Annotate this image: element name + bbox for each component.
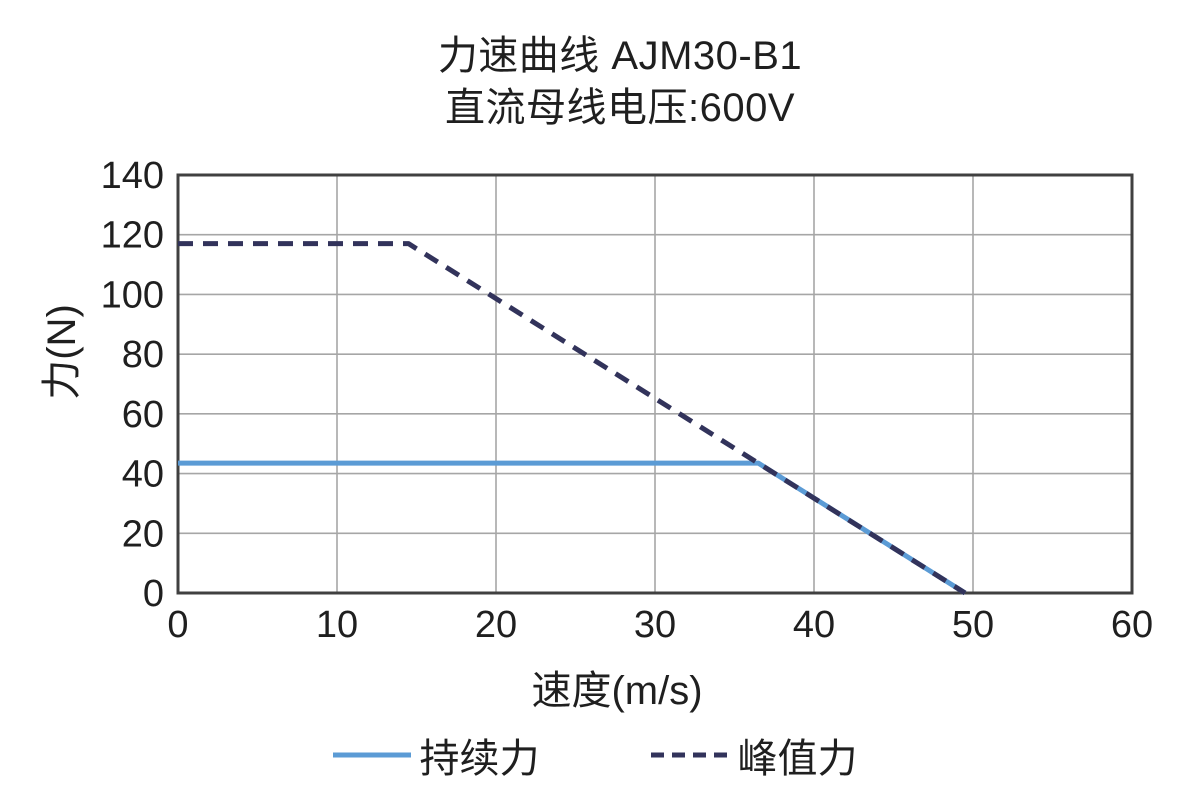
legend-label-continuous-force: 持续力 [419,737,540,781]
y-tick-label: 80 [122,334,164,376]
chart-legend: 持续力 峰值力 [0,726,1189,784]
series-line-peak-force [178,241,967,596]
peak-force-line-swatch [650,752,729,758]
y-tick-label: 40 [122,454,164,496]
y-tick-label: 0 [143,573,164,615]
x-tick-label: 50 [952,604,994,646]
x-tick-label: 60 [1111,604,1153,646]
x-tick-label: 30 [634,604,676,646]
plot-border [176,173,1134,595]
series-line-continuous-force [178,460,967,596]
legend-item-peak-force: 峰值力 [650,726,858,784]
x-tick-label: 0 [167,604,188,646]
x-tick-label: 40 [793,604,835,646]
y-tick-label: 20 [122,513,164,555]
legend-label-peak-force: 峰值力 [737,737,858,781]
x-axis-title: 速度(m/s) [531,669,703,713]
continuous-force-line-swatch [332,752,411,758]
legend-item-continuous-force: 持续力 [332,726,540,784]
y-tick-label: 140 [101,155,164,197]
x-tick-label: 10 [316,604,358,646]
y-tick-label: 100 [101,274,164,316]
chart-subtitle: 直流母线电压:600V [444,86,796,130]
chart-title: 力速曲线 AJM30-B1 [437,34,803,78]
y-tick-label: 60 [122,394,164,436]
x-tick-label: 20 [475,604,517,646]
y-tick-label: 120 [101,215,164,257]
chart-title-block: 力速曲线 AJM30-B1 直流母线电压:600V [150,30,1090,134]
